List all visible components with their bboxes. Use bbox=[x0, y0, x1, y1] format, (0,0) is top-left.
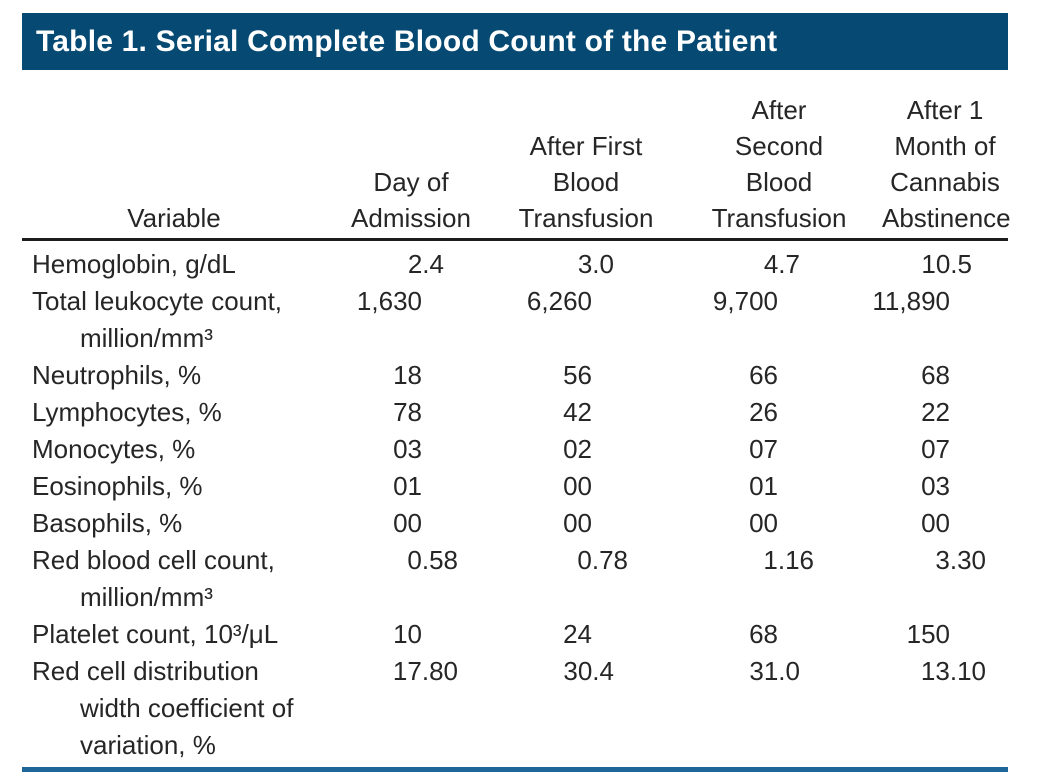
cell-value: 24 bbox=[563, 619, 592, 649]
column-header-day-of-admission: Day of Admission bbox=[351, 167, 471, 233]
cell-value: 10 bbox=[393, 619, 422, 649]
row-label: Hemoglobin, g/dL bbox=[32, 249, 236, 279]
row-label: Eosinophils, % bbox=[32, 471, 203, 501]
table-row: Eosinophils, % 01 00 01 03 bbox=[22, 468, 1008, 505]
table-row: Red blood cell count, million/mm³ 0.58 0… bbox=[22, 542, 1008, 616]
cell-value: 42 bbox=[563, 397, 592, 427]
cell-value: 17.80 bbox=[392, 656, 458, 686]
cell-value: 00 bbox=[921, 508, 950, 538]
cell-value: 30.4 bbox=[563, 656, 614, 686]
cell-value: 00 bbox=[393, 508, 422, 538]
cell-value: 11,890 bbox=[872, 286, 950, 316]
cell-value: 3.30 bbox=[935, 545, 986, 575]
cell-value: 6,260 bbox=[526, 286, 592, 316]
column-header-variable: Variable bbox=[127, 203, 221, 233]
cell-value: 66 bbox=[749, 360, 778, 390]
cell-value: 68 bbox=[921, 360, 950, 390]
cell-value: 02 bbox=[563, 434, 592, 464]
cell-value: 150 bbox=[906, 619, 950, 649]
table-title-bar: Table 1. Serial Complete Blood Count of … bbox=[22, 13, 1008, 70]
cell-value: 00 bbox=[563, 508, 592, 538]
cell-value: 10.5 bbox=[921, 249, 972, 279]
cell-value: 03 bbox=[921, 471, 950, 501]
cell-value: 4.7 bbox=[763, 249, 800, 279]
column-header-after-first-transfusion: After First Blood Transfusion bbox=[518, 131, 654, 233]
cell-value: 01 bbox=[749, 471, 778, 501]
table-row: Basophils, % 00 00 00 00 bbox=[22, 505, 1008, 542]
table-row: Red cell distribution width coefficient … bbox=[22, 653, 1008, 764]
row-label: Total leukocyte count, million/mm³ bbox=[32, 286, 283, 353]
cell-value: 01 bbox=[393, 471, 422, 501]
column-header-after-abstinence: After 1 Month of Cannabis Abstinence bbox=[882, 95, 1011, 233]
table-row: Platelet count, 10³/μL 10 24 68 150 bbox=[22, 616, 1008, 653]
cell-value: 0.78 bbox=[577, 545, 628, 575]
table-row: Total leukocyte count, million/mm³ 1,630… bbox=[22, 283, 1008, 357]
cell-value: 13.10 bbox=[920, 656, 986, 686]
row-label: Red cell distribution width coefficient … bbox=[32, 656, 294, 760]
cell-value: 22 bbox=[921, 397, 950, 427]
table-row: Monocytes, % 03 02 07 07 bbox=[22, 431, 1008, 468]
cell-value: 00 bbox=[563, 471, 592, 501]
row-label: Monocytes, % bbox=[32, 434, 196, 464]
table-row: Neutrophils, % 18 56 66 68 bbox=[22, 357, 1008, 394]
table-title: Table 1. Serial Complete Blood Count of … bbox=[36, 25, 778, 58]
cell-value: 03 bbox=[393, 434, 422, 464]
bottom-rule bbox=[22, 767, 1008, 772]
cell-value: 56 bbox=[563, 360, 592, 390]
cell-value: 0.58 bbox=[407, 545, 458, 575]
cell-value: 9,700 bbox=[712, 286, 778, 316]
cell-value: 2.4 bbox=[407, 249, 444, 279]
cell-value: 26 bbox=[749, 397, 778, 427]
column-header-after-second-transfusion: After Second Blood Transfusion bbox=[711, 95, 847, 233]
row-label: Neutrophils, % bbox=[32, 360, 202, 390]
cell-value: 68 bbox=[749, 619, 778, 649]
row-label: Platelet count, 10³/μL bbox=[32, 619, 279, 649]
cell-value: 07 bbox=[749, 434, 778, 464]
row-label: Basophils, % bbox=[32, 508, 183, 538]
cell-value: 00 bbox=[749, 508, 778, 538]
cell-value: 31.0 bbox=[749, 656, 800, 686]
row-label: Red blood cell count, million/mm³ bbox=[32, 545, 275, 612]
cell-value: 3.0 bbox=[577, 249, 614, 279]
table-header-row: Variable Day of Admission After First Bl… bbox=[22, 92, 1011, 241]
row-label: Lymphocytes, % bbox=[32, 397, 222, 427]
table-row: Lymphocytes, % 78 42 26 22 bbox=[22, 394, 1008, 431]
table-body: Hemoglobin, g/dL 2.4 3.0 4.7 10.5 Total … bbox=[22, 241, 1008, 764]
cell-value: 1,630 bbox=[356, 286, 422, 316]
cell-value: 78 bbox=[393, 397, 422, 427]
table-row: Hemoglobin, g/dL 2.4 3.0 4.7 10.5 bbox=[22, 246, 1008, 283]
cell-value: 1.16 bbox=[763, 545, 814, 575]
cell-value: 07 bbox=[921, 434, 950, 464]
cell-value: 18 bbox=[393, 360, 422, 390]
